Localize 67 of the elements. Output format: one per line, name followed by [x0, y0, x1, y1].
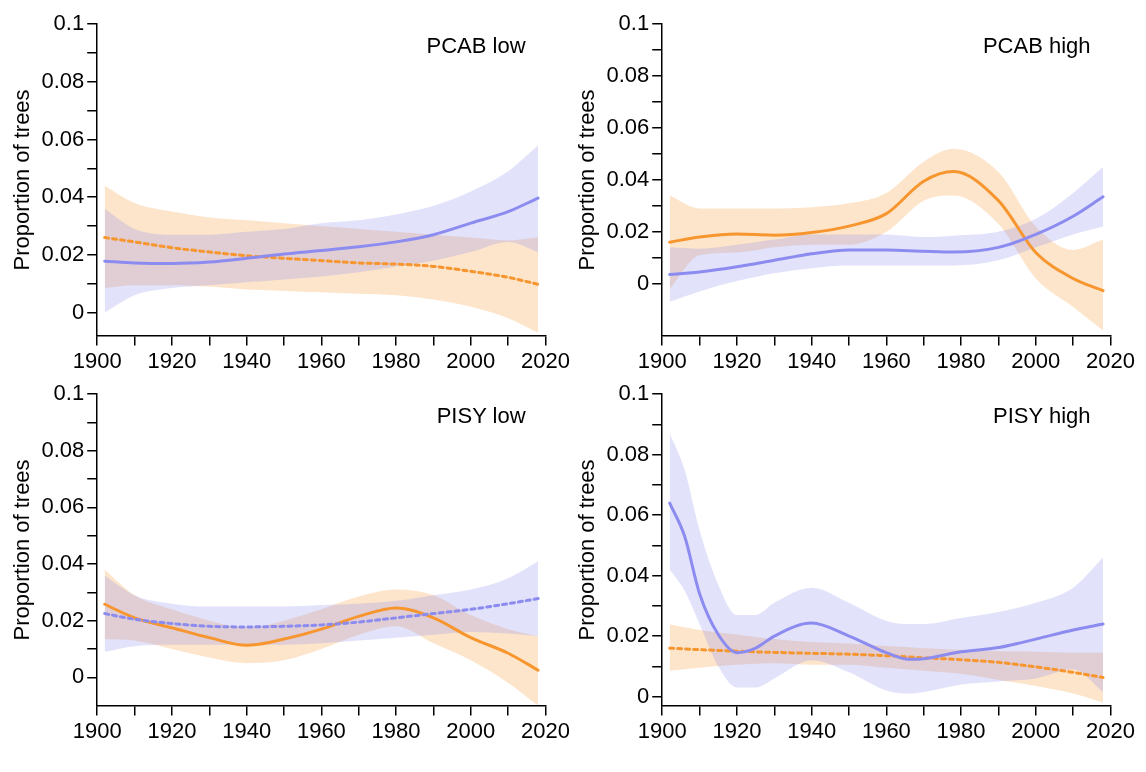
y-tick-label: 0 [71, 298, 85, 324]
y-tick-label: 0.08 [41, 436, 85, 462]
y-tick-label: 0.02 [41, 606, 85, 632]
y-tick-label: 0.1 [53, 380, 85, 406]
x-tick-label: 1940 [222, 347, 272, 373]
x-tick-label: 2000 [1011, 347, 1061, 373]
y-tick-label: 0.08 [41, 67, 85, 93]
x-tick-label: 1900 [72, 347, 122, 373]
y-tick-label: 0.1 [618, 380, 650, 406]
x-tick-label: 2000 [1011, 717, 1061, 743]
y-tick-label: 0.06 [41, 493, 85, 519]
x-tick-label: 1960 [296, 717, 346, 743]
y-tick-label: 0.02 [606, 622, 650, 648]
x-tick-label: 1980 [936, 347, 986, 373]
y-tick-label: 0 [636, 269, 650, 295]
line-series [103, 602, 540, 672]
annotation: PISY low [436, 403, 526, 429]
y-tick-label: 0.04 [41, 183, 85, 209]
annotation: PISY high [993, 403, 1091, 429]
x-tick-label: 2000 [446, 717, 496, 743]
y-tick-label: 0.04 [606, 561, 650, 587]
y-tick-label: 0 [636, 682, 650, 708]
y-tick-label: 0.04 [41, 550, 85, 576]
line-series [668, 501, 1105, 661]
x-tick-label: 1980 [371, 717, 421, 743]
line-series [668, 646, 1105, 679]
y-tick-label: 0.06 [41, 125, 85, 151]
x-tick-label: 1960 [296, 347, 346, 373]
x-tick-label: 2020 [1086, 717, 1136, 743]
x-tick-label: 1940 [787, 717, 837, 743]
y-tick-label: 0.04 [606, 165, 650, 191]
y-axis-title: Proportion of trees [574, 89, 600, 271]
x-tick-label: 2020 [521, 347, 571, 373]
line-series [103, 196, 540, 266]
line-series [668, 195, 1105, 277]
y-tick-label: 0.08 [606, 62, 650, 88]
x-tick-label: 1960 [861, 347, 911, 373]
y-tick-label: 0.02 [41, 240, 85, 266]
x-tick-label: 1960 [861, 717, 911, 743]
y-axis-title: Proportion of trees [9, 459, 35, 641]
x-tick-label: 2000 [446, 347, 496, 373]
y-tick-label: 0.06 [606, 114, 650, 140]
annotation: PCAB low [426, 33, 526, 59]
line-series [103, 236, 540, 286]
x-tick-label: 1940 [222, 717, 272, 743]
x-tick-label: 1940 [787, 347, 837, 373]
x-tick-label: 1900 [637, 347, 687, 373]
x-tick-label: 1920 [147, 717, 197, 743]
x-tick-label: 1920 [712, 347, 762, 373]
y-tick-label: 0.1 [53, 10, 85, 36]
y-tick-label: 0 [71, 663, 85, 689]
x-tick-label: 1920 [712, 717, 762, 743]
y-axis-title: Proportion of trees [9, 89, 35, 271]
x-tick-label: 1900 [72, 717, 122, 743]
y-tick-label: 0.08 [606, 440, 650, 466]
x-tick-label: 1920 [147, 347, 197, 373]
y-axis-title: Proportion of trees [574, 459, 600, 641]
y-tick-label: 0.02 [606, 217, 650, 243]
x-tick-label: 1900 [637, 717, 687, 743]
y-tick-label: 0.1 [618, 10, 650, 36]
line-series [103, 597, 540, 629]
x-tick-label: 1980 [936, 717, 986, 743]
annotation: PCAB high [982, 33, 1091, 59]
y-tick-label: 0.06 [606, 501, 650, 527]
x-tick-label: 2020 [521, 717, 571, 743]
x-tick-label: 2020 [1086, 347, 1136, 373]
x-tick-label: 1980 [371, 347, 421, 373]
